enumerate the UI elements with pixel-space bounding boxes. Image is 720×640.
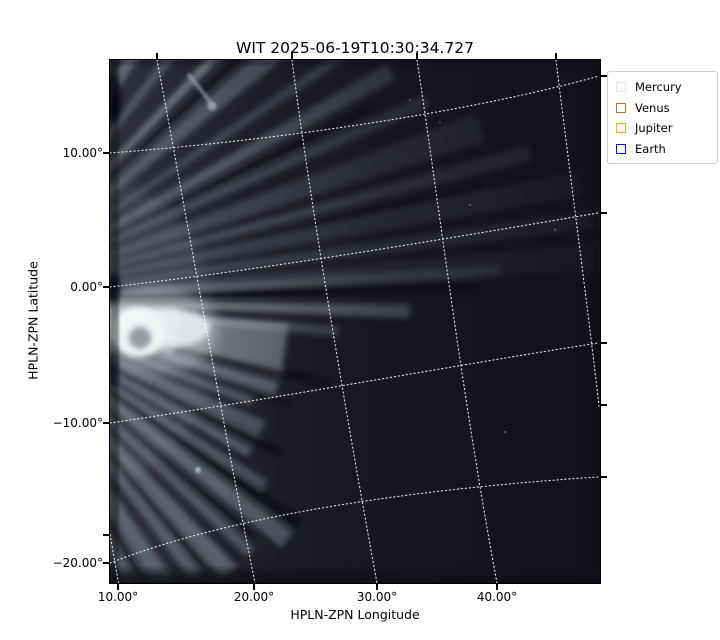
x-tick-label: 20.00° (233, 590, 275, 604)
mercury-marker-icon (616, 82, 626, 93)
gridline-lat-neg10 (110, 342, 599, 424)
tick-mark (291, 53, 293, 59)
gridline-lat-0 (110, 212, 599, 288)
y-tick-label: 0.00° (70, 280, 103, 294)
tick-mark (601, 342, 607, 344)
gridline-lon-40 (416, 60, 498, 583)
x-tick-label: 30.00° (356, 590, 398, 604)
tick-mark (555, 53, 557, 59)
tick-mark (103, 534, 109, 536)
tick-mark (601, 212, 607, 214)
coronagraph-image (110, 60, 600, 583)
gridline-lat-neg20 (110, 476, 599, 564)
legend-label: Venus (635, 100, 670, 115)
y-tick-label: −20.00° (52, 556, 103, 570)
y-tick-label: −10.00° (52, 416, 103, 430)
tick-mark (103, 422, 109, 424)
legend-label: Earth (635, 141, 666, 156)
tick-mark (601, 75, 607, 77)
jupiter-marker-icon (616, 123, 626, 134)
venus-marker-icon (616, 102, 626, 113)
tick-mark (496, 584, 498, 590)
tick-mark (416, 53, 418, 59)
graticule-grid (110, 60, 600, 583)
tick-mark (103, 562, 109, 564)
earth-marker-icon (616, 143, 626, 154)
legend: Mercury Venus Jupiter Earth (607, 71, 718, 164)
tick-mark (376, 584, 378, 590)
plot-area (109, 59, 601, 584)
gridline-lon-10 (110, 533, 120, 583)
gridline-lon-30 (291, 60, 378, 583)
legend-item: Mercury (616, 77, 709, 98)
faint-stars (195, 98, 557, 489)
x-axis-label: HPLN-ZPN Longitude (290, 607, 420, 622)
tick-mark (601, 404, 607, 406)
gridline-lon-20 (156, 60, 256, 583)
legend-item: Jupiter (616, 118, 709, 139)
tick-mark (156, 53, 158, 59)
y-axis-label: HPLN-ZPN Latitude (25, 261, 41, 380)
tick-mark (117, 584, 119, 590)
tick-mark (103, 152, 109, 154)
tick-mark (601, 476, 607, 478)
fade-overlay (110, 60, 600, 583)
tick-mark (103, 286, 109, 288)
y-tick-label: 10.00° (62, 146, 103, 160)
x-tick-label: 40.00° (476, 590, 518, 604)
x-tick-label: 10.00° (97, 590, 139, 604)
legend-label: Jupiter (635, 121, 673, 136)
gridline-lon-50 (555, 60, 600, 407)
gridline-lat-10 (110, 75, 600, 154)
plot-title: WIT 2025-06-19T10:30:34.727 (236, 39, 474, 57)
legend-item: Earth (616, 139, 709, 160)
legend-label: Mercury (635, 80, 682, 95)
legend-item: Venus (616, 98, 709, 119)
edge-dark-patches (110, 60, 600, 583)
tick-mark (253, 584, 255, 590)
